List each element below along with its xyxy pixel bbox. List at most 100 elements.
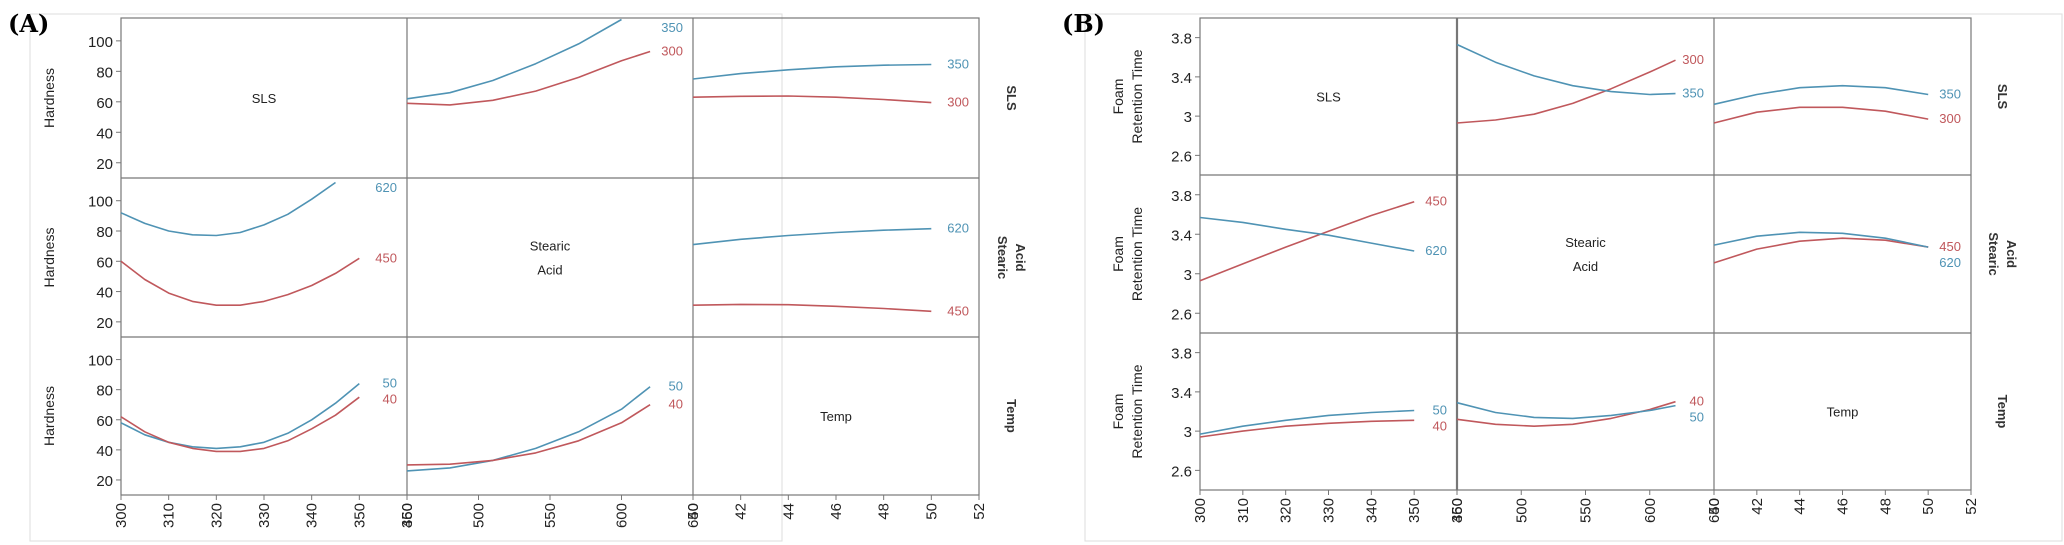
series-line-red [120,396,360,453]
x-tick-label: 550 [542,503,559,528]
y-tick-label: 40 [96,125,113,142]
y-tick-label: 20 [96,315,113,332]
x-tick-label: 310 [161,503,178,528]
series-line-blue [406,18,622,100]
series-line-red [1199,419,1415,438]
x-tick-label: 450 [1449,498,1466,523]
series-line-red [1456,400,1676,428]
y-tick-label: 40 [96,443,113,460]
factor-name-label: Temp [1827,405,1859,420]
x-tick-label: 500 [1513,498,1530,523]
y-tick-label: 60 [96,95,113,112]
x-tick-label: 350 [351,503,368,528]
y-tick-label: 3.4 [1171,385,1192,402]
panel-outer-frame [1084,13,2063,542]
row-factor-label: Stearic [1986,232,2001,275]
interaction-cell-r1-c0: 450 620 [1199,194,1447,282]
x-tick-label: 46 [828,503,845,520]
series-end-label: 300 [947,95,969,110]
series-end-label: 620 [947,221,969,236]
y-tick-label: 3.4 [1171,227,1192,244]
series-end-label: 40 [669,397,683,412]
series-line-red [692,303,932,313]
series-end-label: 620 [1425,243,1447,258]
series-line-blue [1199,409,1415,435]
row-factor-label: SLS [1004,85,1019,111]
y-tick-label: 20 [96,156,113,173]
series-line-red [120,257,360,307]
series-end-label: 450 [947,303,969,318]
y-tick-label: 60 [96,254,113,271]
row-factor-label: Acid [1013,243,1028,271]
y-axis-label: Foam [1110,79,1126,115]
x-tick-label: 550 [1578,498,1595,523]
interaction-cell-r0-c2: 350 300 [1713,84,1961,126]
y-tick-label: 3.8 [1171,31,1192,48]
y-tick-label: 80 [96,64,113,81]
x-tick-label: 300 [113,503,130,528]
y-axis-label: Hardness [41,386,57,446]
series-line-blue [1713,231,1929,248]
factor-name-label: Acid [1573,259,1598,274]
y-tick-label: 2.6 [1171,306,1192,323]
series-end-label: 350 [661,20,683,35]
y-tick-label: 3.4 [1171,70,1192,87]
x-tick-label: 52 [971,503,988,520]
y-axis-label: Retention Time [1129,207,1145,301]
y-axis-label: Retention Time [1129,49,1145,143]
series-line-red [692,95,932,104]
row-factor-label: Temp [1995,395,2010,429]
y-tick-label: 3.8 [1171,346,1192,363]
series-line-blue [1713,84,1929,106]
x-tick-label: 330 [256,503,273,528]
y-axis-label: Hardness [41,68,57,128]
series-line-blue [120,181,336,237]
x-tick-label: 48 [876,503,893,520]
interaction-cell-r0-c1: 350 300 [406,18,683,106]
factor-name-label: Temp [820,409,852,424]
x-tick-label: 320 [208,503,225,528]
series-end-label: 40 [383,392,397,407]
x-tick-label: 42 [1749,498,1766,515]
x-tick-label: 340 [304,503,321,528]
factor-name-label: Stearic [1565,235,1606,250]
y-axis-label: Retention Time [1129,364,1145,458]
series-line-blue [406,386,651,472]
series-end-label: 350 [1939,87,1961,102]
series-end-label: 50 [1690,410,1704,425]
x-tick-label: 50 [1920,498,1937,515]
series-line-red [406,50,651,106]
y-tick-label: 20 [96,473,113,490]
x-tick-label: 650 [685,503,702,528]
x-tick-label: 40 [685,503,702,520]
series-end-label: 620 [375,180,397,195]
y-tick-label: 40 [96,285,113,302]
panel-letter: (B) [1062,9,1105,38]
y-tick-label: 3 [1184,109,1192,126]
y-tick-label: 2.6 [1171,463,1192,480]
x-tick-label: 52 [1963,498,1980,515]
series-end-label: 450 [1425,194,1447,209]
y-tick-label: 100 [88,194,113,211]
series-line-blue [692,227,932,246]
series-line-red [1456,59,1676,124]
series-end-label: 620 [1939,255,1961,270]
factor-name-label: Acid [537,263,562,278]
y-tick-label: 80 [96,383,113,400]
panel-letter: (A) [8,9,49,38]
factor-name-label: SLS [1316,90,1341,105]
x-tick-label: 300 [1192,498,1209,523]
y-tick-label: 2.6 [1171,148,1192,165]
series-end-label: 50 [1433,403,1447,418]
series-line-red [1713,237,1929,264]
x-tick-label: 50 [923,503,940,520]
y-tick-label: 100 [88,34,113,51]
row-factor-label: Temp [1004,399,1019,433]
factor-name-label: Stearic [530,239,571,254]
x-tick-label: 600 [1642,498,1659,523]
panel-outer-frame [29,13,783,542]
